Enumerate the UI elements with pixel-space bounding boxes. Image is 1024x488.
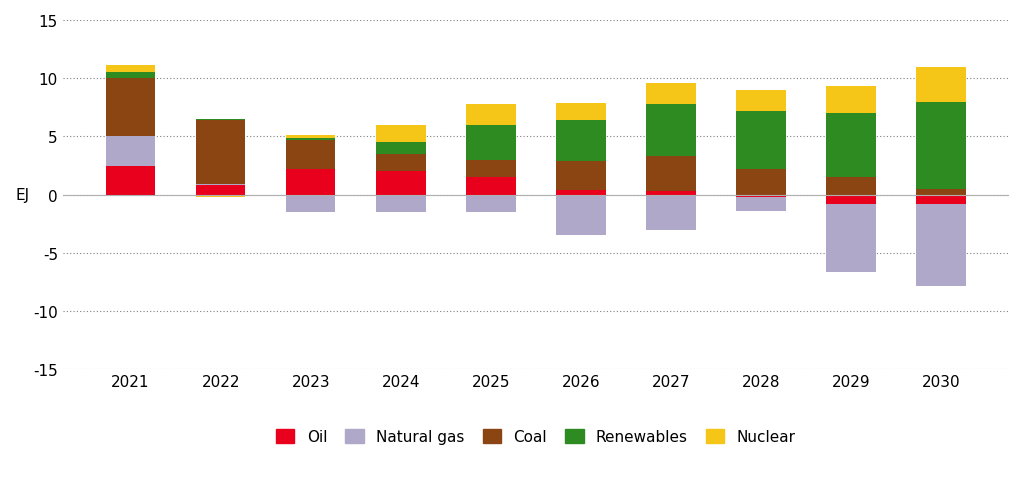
Bar bbox=[916, 195, 966, 204]
Bar bbox=[556, 121, 606, 162]
Bar bbox=[916, 204, 966, 286]
Bar bbox=[376, 155, 426, 172]
Bar bbox=[196, 185, 246, 186]
Bar bbox=[376, 172, 426, 195]
Bar bbox=[196, 195, 246, 198]
Bar bbox=[286, 170, 336, 195]
Bar bbox=[556, 191, 606, 195]
Bar bbox=[105, 79, 156, 137]
Bar bbox=[286, 195, 336, 213]
Bar bbox=[736, 91, 785, 112]
Bar bbox=[826, 204, 876, 272]
Bar bbox=[105, 137, 156, 166]
Bar bbox=[286, 141, 336, 170]
Y-axis label: EJ: EJ bbox=[15, 188, 29, 203]
Bar bbox=[826, 87, 876, 114]
Legend: Oil, Natural gas, Coal, Renewables, Nuclear: Oil, Natural gas, Coal, Renewables, Nucl… bbox=[276, 429, 796, 445]
Bar bbox=[196, 186, 246, 195]
Bar bbox=[466, 104, 516, 125]
Bar bbox=[556, 195, 606, 236]
Bar bbox=[376, 195, 426, 213]
Bar bbox=[646, 157, 695, 192]
Bar bbox=[916, 189, 966, 195]
Bar bbox=[466, 178, 516, 195]
Bar bbox=[646, 195, 695, 230]
Bar bbox=[376, 143, 426, 155]
Bar bbox=[466, 125, 516, 161]
Bar bbox=[196, 120, 246, 121]
Bar bbox=[105, 166, 156, 195]
Bar bbox=[826, 195, 876, 204]
Bar bbox=[736, 195, 785, 198]
Bar bbox=[826, 114, 876, 178]
Bar bbox=[556, 103, 606, 121]
Bar bbox=[286, 138, 336, 141]
Bar bbox=[105, 66, 156, 73]
Bar bbox=[105, 73, 156, 79]
Bar bbox=[646, 84, 695, 104]
Bar bbox=[556, 162, 606, 191]
Bar bbox=[646, 104, 695, 157]
Bar bbox=[916, 67, 966, 102]
Bar bbox=[196, 121, 246, 185]
Bar bbox=[916, 102, 966, 189]
Bar bbox=[736, 170, 785, 195]
Bar bbox=[646, 192, 695, 195]
Bar bbox=[286, 136, 336, 138]
Bar bbox=[826, 178, 876, 195]
Bar bbox=[736, 198, 785, 212]
Bar bbox=[466, 195, 516, 213]
Bar bbox=[466, 161, 516, 178]
Bar bbox=[376, 125, 426, 143]
Bar bbox=[736, 112, 785, 170]
